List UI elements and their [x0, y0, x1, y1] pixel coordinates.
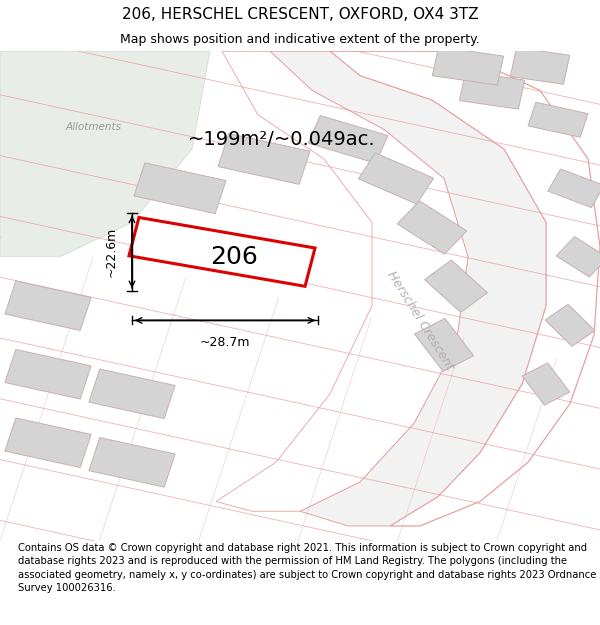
Text: Map shows position and indicative extent of the property.: Map shows position and indicative extent…: [120, 34, 480, 46]
Polygon shape: [270, 51, 546, 526]
Polygon shape: [129, 217, 315, 286]
Polygon shape: [415, 318, 473, 371]
Polygon shape: [89, 438, 175, 487]
Polygon shape: [548, 169, 600, 208]
Polygon shape: [528, 102, 588, 138]
Polygon shape: [330, 51, 600, 526]
Text: Herschel Crescent: Herschel Crescent: [384, 269, 456, 372]
Polygon shape: [5, 418, 91, 468]
Polygon shape: [425, 260, 487, 312]
Text: Allotments: Allotments: [66, 121, 122, 131]
Text: 206, HERSCHEL CRESCENT, OXFORD, OX4 3TZ: 206, HERSCHEL CRESCENT, OXFORD, OX4 3TZ: [122, 7, 478, 22]
Polygon shape: [433, 47, 503, 85]
Polygon shape: [5, 281, 91, 331]
Polygon shape: [216, 51, 468, 511]
Polygon shape: [556, 237, 600, 277]
Text: Contains OS data © Crown copyright and database right 2021. This information is : Contains OS data © Crown copyright and d…: [18, 543, 596, 592]
Text: ~28.7m: ~28.7m: [200, 336, 250, 349]
Text: ~22.6m: ~22.6m: [104, 227, 118, 277]
Polygon shape: [218, 134, 310, 184]
Polygon shape: [522, 363, 570, 405]
Polygon shape: [134, 163, 226, 214]
Polygon shape: [5, 349, 91, 399]
Polygon shape: [397, 201, 467, 254]
Polygon shape: [510, 48, 570, 84]
Text: 206: 206: [210, 245, 258, 269]
Polygon shape: [460, 72, 524, 109]
Polygon shape: [308, 116, 388, 163]
Text: ~199m²/~0.049ac.: ~199m²/~0.049ac.: [188, 130, 376, 149]
Polygon shape: [358, 153, 434, 204]
Polygon shape: [545, 304, 595, 346]
Polygon shape: [89, 369, 175, 419]
Polygon shape: [0, 51, 210, 257]
